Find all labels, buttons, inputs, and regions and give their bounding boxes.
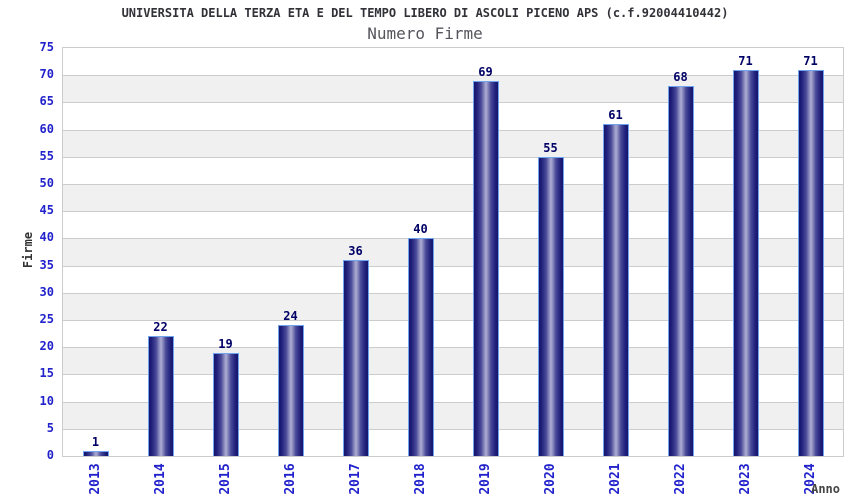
plot-band	[63, 102, 843, 130]
plot-band	[63, 75, 843, 103]
gridline	[63, 129, 843, 131]
bar-value-label: 69	[478, 64, 493, 79]
gridline	[63, 211, 843, 213]
plot-band	[63, 265, 843, 293]
gridline	[63, 238, 843, 240]
plot-band	[63, 292, 843, 320]
x-tick-label: 2017	[347, 463, 363, 495]
y-tick-label: 10	[39, 393, 54, 408]
x-axis-title: Anno	[811, 482, 840, 496]
plot-area: 1 22 19 24 36 40 69 55 61 68 71 71	[62, 47, 844, 457]
y-tick-label: 65	[39, 94, 54, 109]
gridline	[63, 265, 843, 267]
bar	[82, 450, 109, 456]
plot-band	[63, 428, 843, 456]
plot-band	[63, 401, 843, 429]
bar-value-label: 36	[348, 244, 363, 259]
y-tick-label: 40	[39, 230, 54, 245]
bar	[277, 325, 304, 456]
y-tick-label: 30	[39, 284, 54, 299]
bar	[667, 86, 694, 456]
plot-band	[63, 238, 843, 266]
bar	[602, 124, 629, 456]
bar-value-label: 19	[218, 336, 233, 351]
plot-band	[63, 211, 843, 239]
x-tick-label: 2014	[152, 463, 168, 495]
gridline	[63, 184, 843, 185]
bar-value-label: 1	[91, 434, 100, 449]
bar-value-label: 71	[738, 53, 753, 68]
chart-subtitle: Numero Firme	[367, 24, 483, 43]
y-tick-label: 25	[39, 312, 54, 326]
bar	[732, 69, 759, 456]
y-tick-label: 55	[39, 148, 54, 163]
y-tick-label: 75	[39, 40, 54, 54]
x-tick-label: 2022	[672, 463, 688, 495]
y-tick-label: 45	[39, 203, 54, 218]
gridline	[63, 292, 843, 294]
y-tick-label: 50	[39, 176, 54, 190]
y-tick-label: 5	[46, 420, 54, 435]
gridline	[63, 156, 843, 158]
y-tick-label: 35	[39, 257, 54, 272]
x-tick-label: 2013	[87, 463, 103, 495]
gridline	[63, 428, 843, 430]
gridline	[63, 102, 843, 104]
gridline	[63, 374, 843, 376]
x-tick-label: 2020	[542, 463, 558, 495]
bar-value-label: 55	[543, 140, 558, 155]
bar	[407, 238, 434, 456]
bar-value-label: 68	[673, 70, 688, 85]
bar	[797, 69, 824, 456]
plot-band	[63, 48, 843, 76]
bar-value-label: 40	[413, 222, 428, 237]
bar-value-label: 22	[153, 320, 168, 335]
bar-value-label: 24	[283, 309, 298, 324]
x-tick-label: 2019	[477, 463, 493, 495]
plot-band	[63, 347, 843, 375]
x-tick-label: 2016	[282, 463, 298, 495]
bar	[342, 260, 369, 456]
plot-band	[63, 184, 843, 212]
bar-value-label: 61	[608, 108, 623, 123]
gridline	[63, 347, 843, 349]
plot-band	[63, 374, 843, 402]
plot-band	[63, 129, 843, 157]
bar-value-label: 71	[803, 53, 818, 68]
plot-band	[63, 320, 843, 348]
y-tick-label: 70	[39, 67, 54, 82]
x-tick-label: 2015	[217, 463, 233, 495]
y-tick-label: 60	[39, 121, 54, 136]
y-tick-label: 15	[39, 366, 54, 381]
x-tick-label: 2021	[607, 463, 623, 495]
gridline	[63, 75, 843, 77]
bar	[212, 352, 239, 456]
y-tick-label: 20	[39, 339, 54, 354]
plot-band	[63, 156, 843, 184]
bar	[472, 80, 499, 456]
chart-title: UNIVERSITA DELLA TERZA ETA E DEL TEMPO L…	[121, 6, 729, 20]
bar	[147, 336, 174, 456]
gridline	[63, 320, 843, 321]
y-tick-label: 0	[46, 448, 54, 462]
gridline	[63, 401, 843, 403]
x-tick-label: 2018	[412, 463, 428, 495]
x-tick-label: 2023	[737, 463, 753, 495]
bar	[537, 156, 564, 456]
